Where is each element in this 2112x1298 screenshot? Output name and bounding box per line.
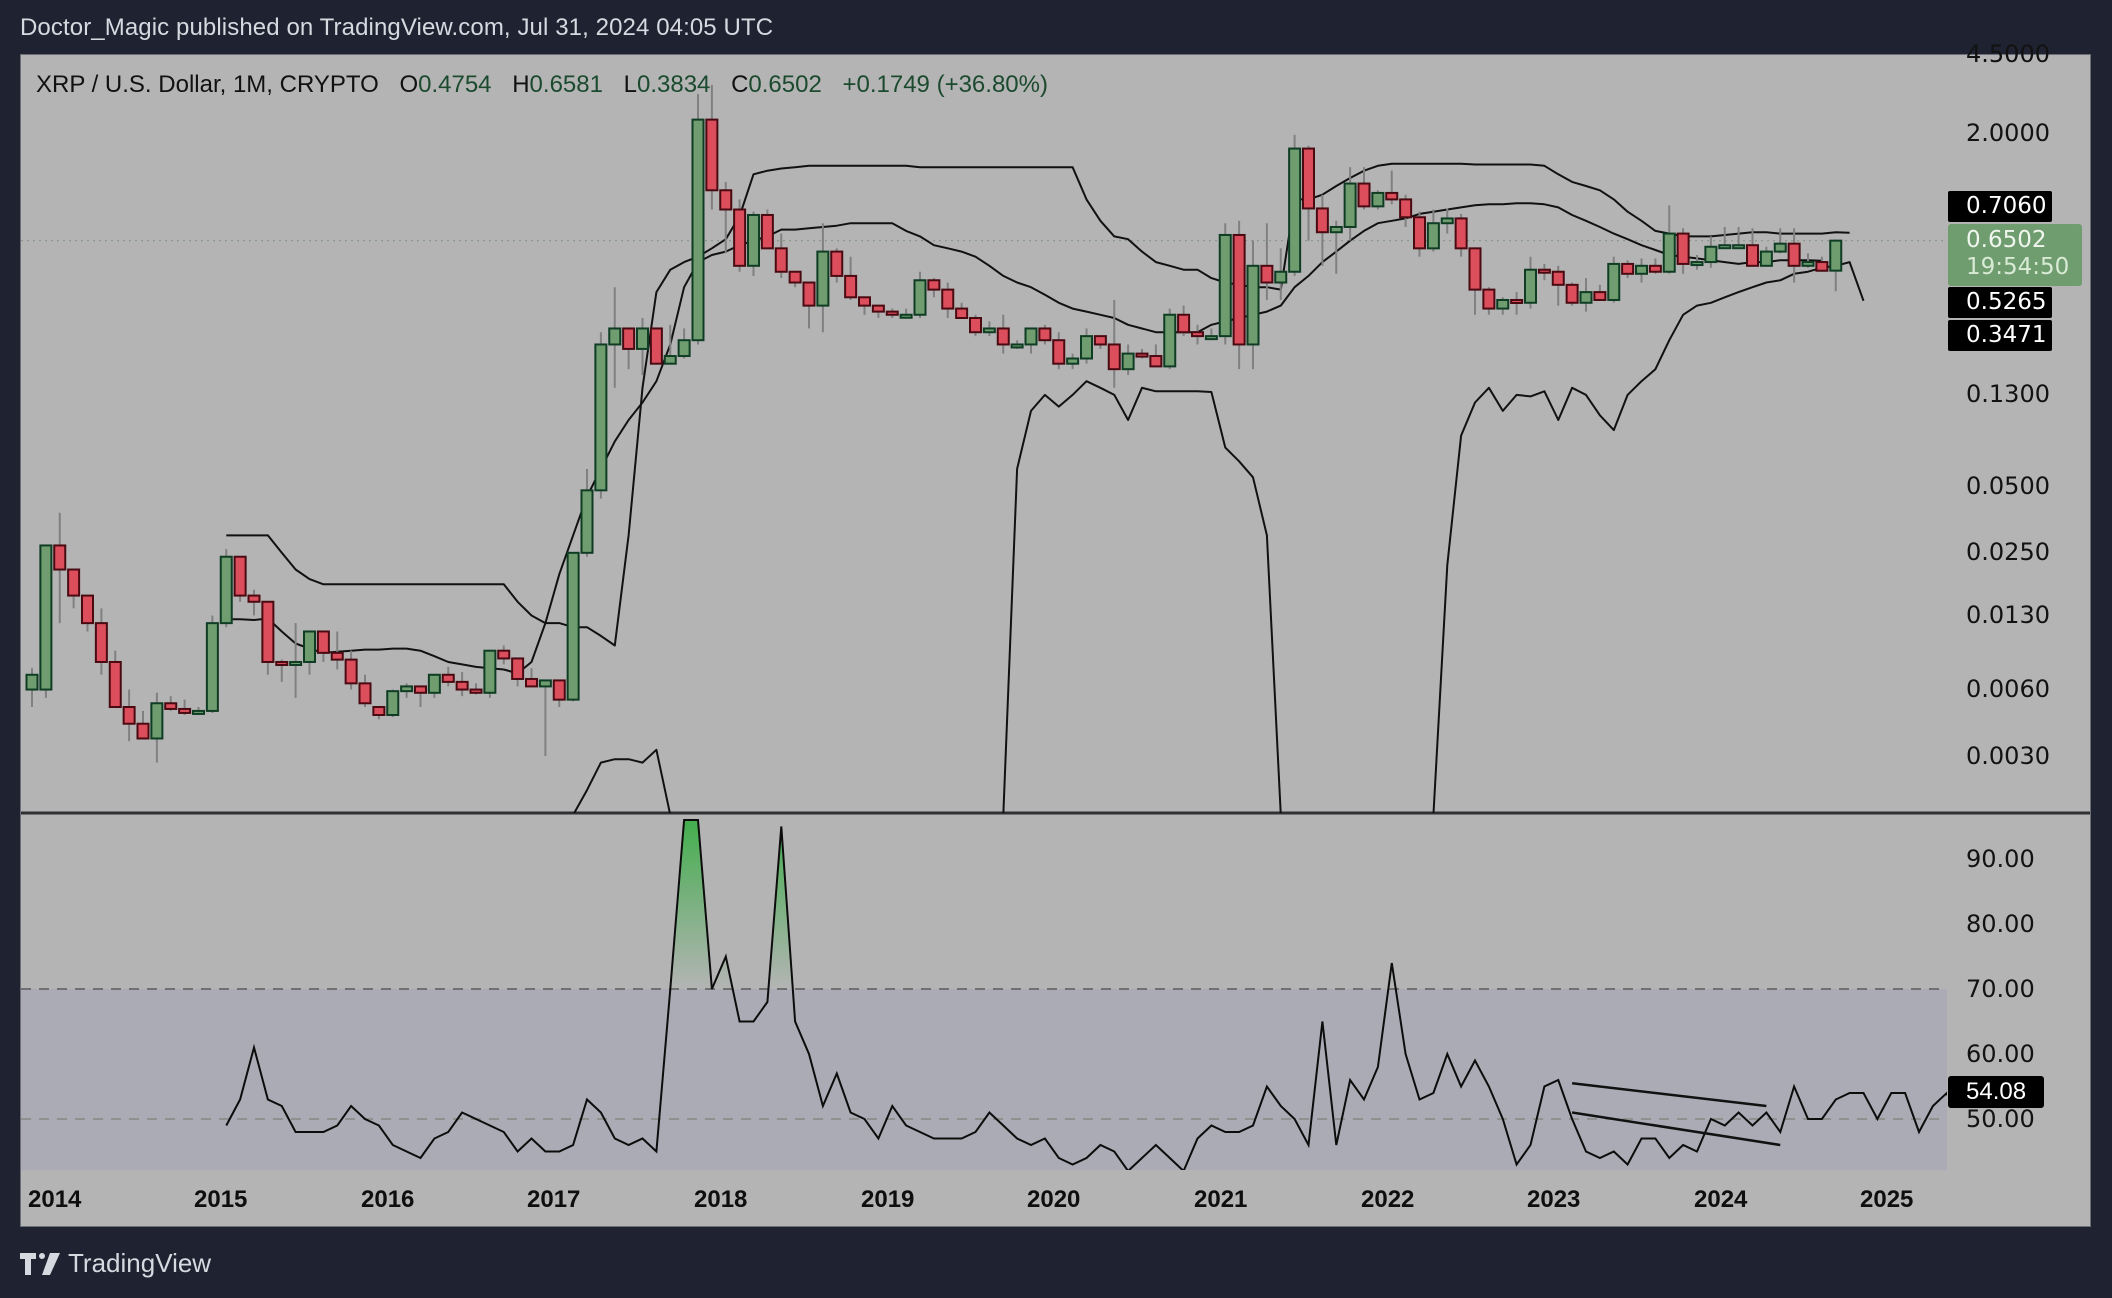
rsi-tick: 50.00 <box>1966 1105 2035 1133</box>
trendline-annotation <box>1571 1082 1767 1108</box>
trendline-annotation <box>1571 1111 1781 1147</box>
current-price-tag: 0.6502 19:54:50 <box>1948 224 2082 286</box>
rsi-current-tag: 54.08 <box>1948 1076 2044 1108</box>
year-label: 2024 <box>1694 1186 1748 1213</box>
rsi-tick: 60.00 <box>1966 1040 2035 1068</box>
year-label: 2019 <box>861 1186 915 1213</box>
year-label: 2025 <box>1860 1186 1914 1213</box>
tradingview-logo[interactable]: TradingView <box>20 1248 211 1279</box>
year-label: 2022 <box>1361 1186 1415 1213</box>
price-tick: 0.0500 <box>1966 472 2050 500</box>
tradingview-brand: TradingView <box>68 1248 212 1278</box>
close-label: C <box>731 71 749 98</box>
low-label: L <box>623 71 637 98</box>
price-tick: 0.0130 <box>1966 601 2050 629</box>
price-tick: 0.0060 <box>1966 675 2050 703</box>
price-pane <box>21 85 1947 813</box>
symbol-title[interactable]: XRP / U.S. Dollar, 1M, CRYPTO <box>36 71 379 98</box>
price-tick: 2.0000 <box>1966 119 2050 147</box>
current-price-value: 0.6502 <box>1966 227 2047 253</box>
high-value: 0.6581 <box>529 71 603 98</box>
open-value: 0.4754 <box>418 71 492 98</box>
rsi-pane <box>21 819 1947 1170</box>
rsi-tick: 80.00 <box>1966 910 2035 938</box>
price-tick: 0.0250 <box>1966 538 2050 566</box>
upper-band-tag: 0.7060 <box>1948 191 2052 222</box>
year-label: 2014 <box>28 1186 82 1213</box>
price-tick: 0.1300 <box>1966 380 2050 408</box>
year-label: 2016 <box>361 1186 415 1213</box>
price-tick: 0.0030 <box>1966 742 2050 770</box>
tradingview-logo-icon <box>20 1252 60 1275</box>
close-value: 0.6502 <box>748 71 822 98</box>
year-label: 2015 <box>194 1186 248 1213</box>
rsi-tick: 70.00 <box>1966 975 2035 1003</box>
low-value: 0.3834 <box>636 71 711 98</box>
rsi-tick: 90.00 <box>1966 845 2035 873</box>
lower-band-tag: 0.3471 <box>1948 320 2052 351</box>
publisher-line: Doctor_Magic published on TradingView.co… <box>20 14 774 41</box>
year-label: 2017 <box>527 1186 581 1213</box>
year-label: 2020 <box>1027 1186 1081 1213</box>
high-label: H <box>512 71 530 98</box>
year-label: 2018 <box>694 1186 748 1213</box>
year-label: 2023 <box>1527 1186 1581 1213</box>
open-label: O <box>399 71 419 98</box>
symbol-legend: XRP / U.S. Dollar, 1M, CRYPTO O0.4754 H0… <box>36 71 1048 99</box>
bar-countdown: 19:54:50 <box>1966 254 2070 280</box>
price-tick: 4.5000 <box>1966 40 2050 68</box>
basis-tag: 0.5265 <box>1948 287 2052 318</box>
change-value: +0.1749 (+36.80%) <box>842 71 1048 98</box>
year-label: 2021 <box>1194 1186 1248 1213</box>
